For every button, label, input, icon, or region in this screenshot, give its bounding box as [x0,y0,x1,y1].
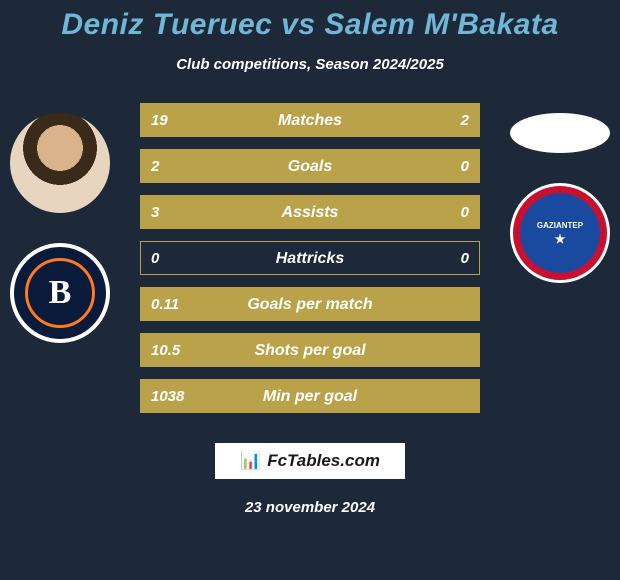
bar-label: Hattricks [141,242,479,276]
footer-date: 23 november 2024 [0,499,620,516]
bar-value-right: 0 [461,196,469,230]
stat-bar-row: 0Hattricks0 [140,241,480,275]
stat-bar-row: 19Matches2 [140,103,480,137]
page-title: Deniz Tueruec vs Salem M'Bakata [0,0,620,42]
bar-value-right: 0 [461,150,469,184]
player-right-club-badge: GAZIANTEP ★ [510,183,610,283]
footer-logo: 📊 FcTables.com [215,443,405,479]
stat-bar-row: 0.11Goals per match [140,287,480,321]
right-player-column: GAZIANTEP ★ [500,103,620,283]
stat-bar-row: 1038Min per goal [140,379,480,413]
bar-label: Goals per match [141,288,479,322]
player-right-avatar [510,113,610,153]
footer-site-label: FcTables.com [267,451,380,471]
stat-bar-row: 3Assists0 [140,195,480,229]
bar-label: Goals [141,150,479,184]
bar-value-right: 0 [461,242,469,276]
player-left-avatar [10,113,110,213]
stat-bar-row: 2Goals0 [140,149,480,183]
club-right-star-icon: ★ [555,232,566,246]
bar-label: Assists [141,196,479,230]
chart-icon: 📊 [240,451,261,471]
club-right-label: GAZIANTEP [537,221,583,230]
bar-label: Min per goal [141,380,479,414]
club-left-letter: B [25,258,95,328]
bar-label: Matches [141,104,479,138]
bar-label: Shots per goal [141,334,479,368]
bar-value-right: 2 [461,104,469,138]
left-player-column: B [0,103,120,343]
stat-bars-container: 19Matches22Goals03Assists00Hattricks00.1… [140,103,480,413]
player-left-club-badge: B [10,243,110,343]
comparison-panel: B GAZIANTEP ★ 19Matches22Goals03Assists0… [0,103,620,423]
stat-bar-row: 10.5Shots per goal [140,333,480,367]
page-subtitle: Club competitions, Season 2024/2025 [0,56,620,73]
